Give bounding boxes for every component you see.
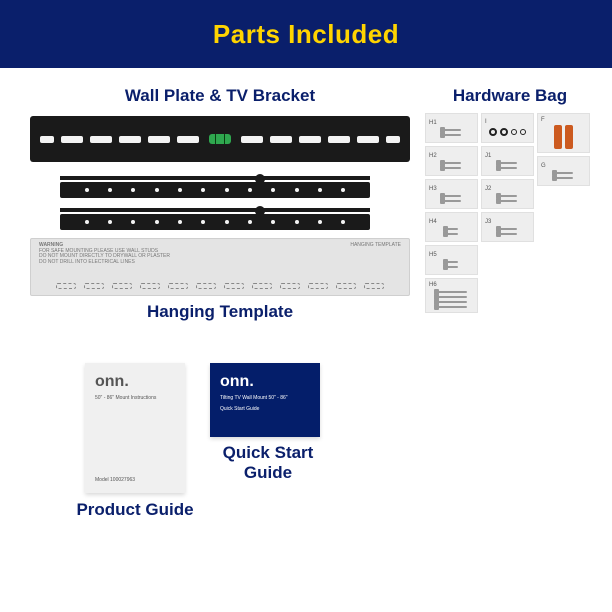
quick-start-label: Quick Start Guide (198, 443, 338, 483)
template-heading: HANGING TEMPLATE (350, 243, 401, 249)
hardware-bag: H1H2H3H4H5H6 IJ1J2J3 FG (425, 113, 590, 313)
hanging-template: WARNING HANGING TEMPLATE FOR SAFE MOUNTI… (30, 238, 410, 296)
bubble-level-icon (209, 134, 231, 144)
hardware-pack-H5: H5 (425, 245, 478, 275)
hardware-bag-label: Hardware Bag (420, 86, 600, 106)
product-guide-brand: onn. (95, 373, 175, 391)
hardware-pack-H6: H6 (425, 278, 478, 313)
quick-start-guide: onn. Tilting TV Wall Mount 50" - 86" Qui… (210, 363, 320, 437)
quick-guide-line2: Quick Start Guide (220, 406, 310, 413)
hardware-pack-H3: H3 (425, 179, 478, 209)
quick-guide-brand: onn. (220, 373, 310, 391)
page-title: Parts Included (213, 19, 399, 50)
hardware-pack-G: G (537, 156, 590, 186)
product-guide-subtitle: 50" - 86" Mount Instructions (95, 395, 175, 402)
product-guide-label: Product Guide (70, 500, 200, 520)
title-bar: Parts Included (0, 0, 612, 68)
hardware-pack-J3: J3 (481, 212, 534, 242)
hardware-pack-H4: H4 (425, 212, 478, 242)
wall-plate-label: Wall Plate & TV Bracket (30, 86, 410, 106)
hardware-pack-J2: J2 (481, 179, 534, 209)
content-area: Wall Plate & TV Bracket Hardware Bag WAR… (0, 68, 612, 612)
quick-guide-subtitle: Tilting TV Wall Mount 50" - 86" (220, 395, 310, 402)
hardware-pack-J1: J1 (481, 146, 534, 176)
hardware-pack-H1: H1 (425, 113, 478, 143)
tv-bracket-arm-2 (60, 214, 370, 230)
tv-bracket-arm-1 (60, 182, 370, 198)
product-guide-model: Model 100027963 (95, 477, 175, 484)
hardware-pack-F: F (537, 113, 590, 153)
product-guide: onn. 50" - 86" Mount Instructions Model … (85, 363, 185, 493)
hanging-template-label: Hanging Template (30, 302, 410, 322)
wall-plate (30, 116, 410, 162)
template-warning: WARNING (39, 242, 63, 248)
hardware-pack-H2: H2 (425, 146, 478, 176)
hardware-pack-I: I (481, 113, 534, 143)
